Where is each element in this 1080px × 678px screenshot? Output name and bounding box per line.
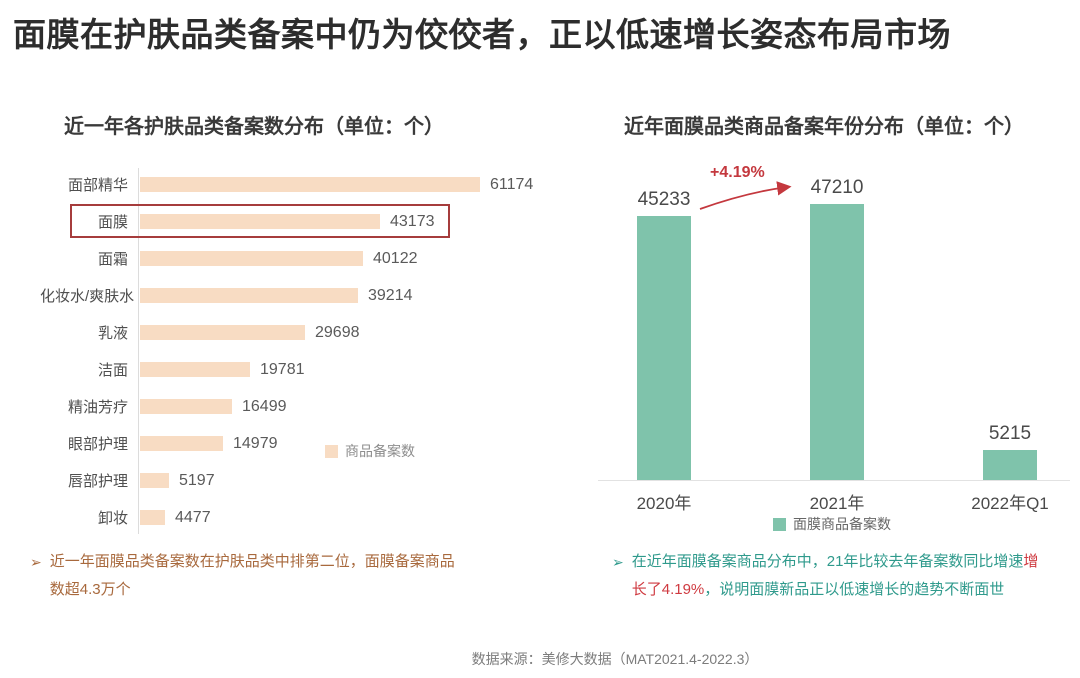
vbar-x-label: 2021年 xyxy=(809,494,865,513)
hbar-value-label: 40122 xyxy=(373,249,418,267)
vbar-value-label: 47210 xyxy=(810,177,864,198)
hbar-bar xyxy=(140,251,363,266)
hbar-bar xyxy=(140,362,250,377)
hbar-value-label: 4477 xyxy=(175,508,211,526)
hbar-bar xyxy=(140,177,480,192)
left-note-text: 近一年面膜品类备案数在护肤品类中排第二位，面膜备案商品数超4.3万个 xyxy=(49,553,455,598)
hbar-value-label: 43173 xyxy=(390,212,435,230)
hbar-bar xyxy=(140,436,223,451)
hbar-category-label: 化妆水/爽肤水 xyxy=(40,288,135,305)
left-chart-legend: 商品备案数 xyxy=(325,441,415,461)
hbar-value-label: 39214 xyxy=(368,286,413,304)
hbar-bar xyxy=(140,214,380,229)
vbar-bar xyxy=(637,216,691,480)
hbar-category-label: 乳液 xyxy=(97,325,128,342)
hbar-row: 卸妆 4477 xyxy=(40,499,580,536)
hbar-value-label: 14979 xyxy=(233,434,278,452)
hbar-value-label: 61174 xyxy=(490,175,534,193)
left-chart-axis-line xyxy=(138,168,139,534)
vbar-bar xyxy=(810,204,864,480)
hbar-category-label: 精油芳疗 xyxy=(67,399,128,416)
growth-annotation: +4.19% xyxy=(710,164,765,181)
highlight-box-mianmo xyxy=(70,204,450,238)
hbar-bar xyxy=(140,510,165,525)
hbar-row: 唇部护理 5197 xyxy=(40,462,580,499)
hbar-row: 面霜 40122 xyxy=(40,240,580,277)
arrow-bullet-icon: ➢ xyxy=(612,554,624,570)
hbar-row: 眼部护理 14979 xyxy=(40,425,580,462)
growth-arrow-icon xyxy=(699,181,792,210)
hbar-row: 乳液 29698 xyxy=(40,314,580,351)
hbar-bar xyxy=(140,473,169,488)
hbar-category-label: 面膜 xyxy=(97,214,128,231)
left-chart-title: 近一年各护肤品类备案数分布（单位：个） xyxy=(64,116,444,138)
legend-swatch-peach xyxy=(325,444,338,458)
right-note: ➢ 在近年面膜备案商品分布中，21年比较去年备案数同比增速增长了4.19%，说明… xyxy=(612,548,1046,604)
hbar-row: 洁面 19781 xyxy=(40,351,580,388)
hbar-category-label: 唇部护理 xyxy=(67,473,128,490)
vbar-bar xyxy=(983,450,1037,480)
hbar-category-label: 卸妆 xyxy=(97,510,128,527)
hbar-row: 面部精华 61174 xyxy=(40,166,580,203)
right-note-highlight: 增长了4.19% xyxy=(631,553,1039,598)
vbar-value-label: 45233 xyxy=(637,189,691,210)
hbar-value-label: 5197 xyxy=(179,471,215,489)
legend-label: 面膜商品备案数 xyxy=(793,516,891,532)
right-chart-legend: 面膜商品备案数 xyxy=(773,514,891,534)
legend-label: 商品备案数 xyxy=(345,443,415,459)
hbar-row: 化妆水/爽肤水 39214 xyxy=(40,277,580,314)
hbar-bar xyxy=(140,288,358,303)
right-note-segment: 在近年面膜备案商品分布中，21年比较去年备案数同比增速 xyxy=(631,553,1024,570)
hbar-category-label: 眼部护理 xyxy=(67,436,128,453)
data-source-footer: 数据来源：美修大数据（MAT2021.4-2022.3） xyxy=(471,651,759,667)
vbar-x-label: 2020年 xyxy=(636,494,692,513)
hbar-row: 精油芳疗 16499 xyxy=(40,388,580,425)
hbar-row: 面膜 43173 xyxy=(40,203,580,240)
hbar-value-label: 16499 xyxy=(242,397,287,415)
hbar-bar xyxy=(140,399,232,414)
right-note-text: 在近年面膜备案商品分布中，21年比较去年备案数同比增速增长了4.19%，说明面膜… xyxy=(632,548,1046,604)
vbar-value-label: 5215 xyxy=(988,423,1032,444)
vbar-x-label: 2022年Q1 xyxy=(971,494,1049,513)
hbar-category-label: 面部精华 xyxy=(67,177,128,194)
hbar-category-label: 洁面 xyxy=(97,362,128,379)
hbar-chart: 面部精华 61174 面膜 43173 面霜 40122 化妆水/爽肤水 39214 乳液 296… xyxy=(40,166,580,536)
right-note-segment: ，说明面膜新品正以低速增长的趋势不断面世 xyxy=(704,581,1005,598)
hbar-category-label: 面霜 xyxy=(97,251,128,268)
page-title: 面膜在护肤品类备案中仍为佼佼者，正以低速增长姿态布局市场 xyxy=(13,16,951,53)
hbar-bar xyxy=(140,325,305,340)
hbar-value-label: 19781 xyxy=(260,360,305,378)
legend-swatch-teal xyxy=(773,517,786,531)
arrow-bullet-icon: ➢ xyxy=(30,554,42,570)
left-note: ➢ 近一年面膜品类备案数在护肤品类中排第二位，面膜备案商品数超4.3万个 xyxy=(30,548,468,604)
hbar-value-label: 29698 xyxy=(315,323,360,341)
right-chart-baseline xyxy=(598,480,1070,481)
right-chart-title: 近年面膜品类商品备案年份分布（单位：个） xyxy=(624,116,1024,138)
